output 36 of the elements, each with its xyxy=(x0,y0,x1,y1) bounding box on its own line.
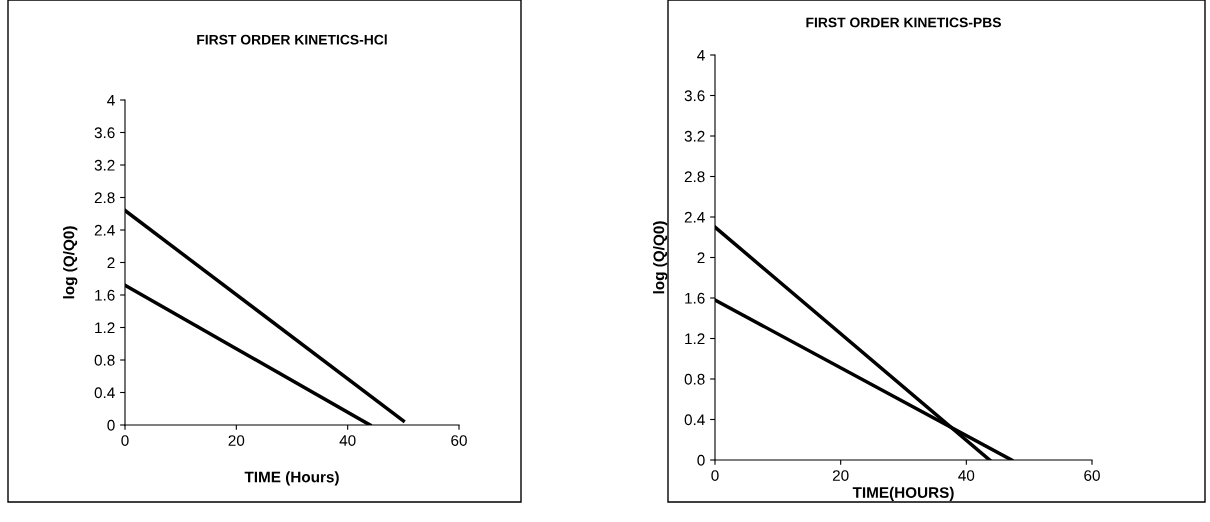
x-tick-label: 20 xyxy=(832,470,849,481)
y-tick-label: 0.4 xyxy=(94,387,115,399)
y-tick-label: 2.8 xyxy=(684,171,705,183)
x-tick-label: 40 xyxy=(339,435,356,446)
y-tick-label: 0.8 xyxy=(94,354,115,366)
y-tick-label: 0.4 xyxy=(684,414,705,426)
y-tick-label: 2 xyxy=(697,252,705,264)
x-tick-label: 60 xyxy=(1084,470,1100,481)
y-tick-label: 4 xyxy=(107,95,115,106)
y-tick-label: 2.4 xyxy=(684,211,705,223)
y-tick-label: 3.6 xyxy=(684,90,705,102)
y-tick-label: 2.4 xyxy=(94,224,115,236)
chart-title: FIRST ORDER KINETICS-HCl xyxy=(197,34,387,45)
x-tick-label: 60 xyxy=(451,435,467,446)
y-tick-label: 1.2 xyxy=(95,322,115,334)
x-tick-label: 0 xyxy=(711,470,719,481)
x-tick-label: 40 xyxy=(958,470,975,481)
y-tick-label: 3.6 xyxy=(94,127,115,139)
y-tick-label: 3.2 xyxy=(684,130,705,142)
chart-title: FIRST ORDER KINETICS-PBS xyxy=(806,17,1001,28)
x-axis-title: TIME(HOURS) xyxy=(852,486,954,501)
y-tick-label: 4 xyxy=(697,50,705,61)
y-tick-label: 1.2 xyxy=(685,333,705,345)
y-tick-label: 0 xyxy=(107,419,115,431)
y-tick-label: 3.2 xyxy=(94,159,115,171)
y-axis-title: log (Q/Q0) xyxy=(653,221,668,294)
x-axis-title: TIME (Hours) xyxy=(244,471,339,486)
y-tick-label: 0.8 xyxy=(684,373,705,385)
y-tick-label: 1.6 xyxy=(95,289,115,301)
y-tick-label: 2 xyxy=(107,257,115,269)
y-tick-label: 1.6 xyxy=(685,292,705,304)
y-tick-label: 0 xyxy=(697,454,705,466)
y-tick-label: 2.8 xyxy=(94,192,115,204)
y-axis-title: log (Q/Q0) xyxy=(63,226,78,299)
x-tick-label: 20 xyxy=(228,435,245,446)
x-tick-label: 0 xyxy=(121,435,129,446)
